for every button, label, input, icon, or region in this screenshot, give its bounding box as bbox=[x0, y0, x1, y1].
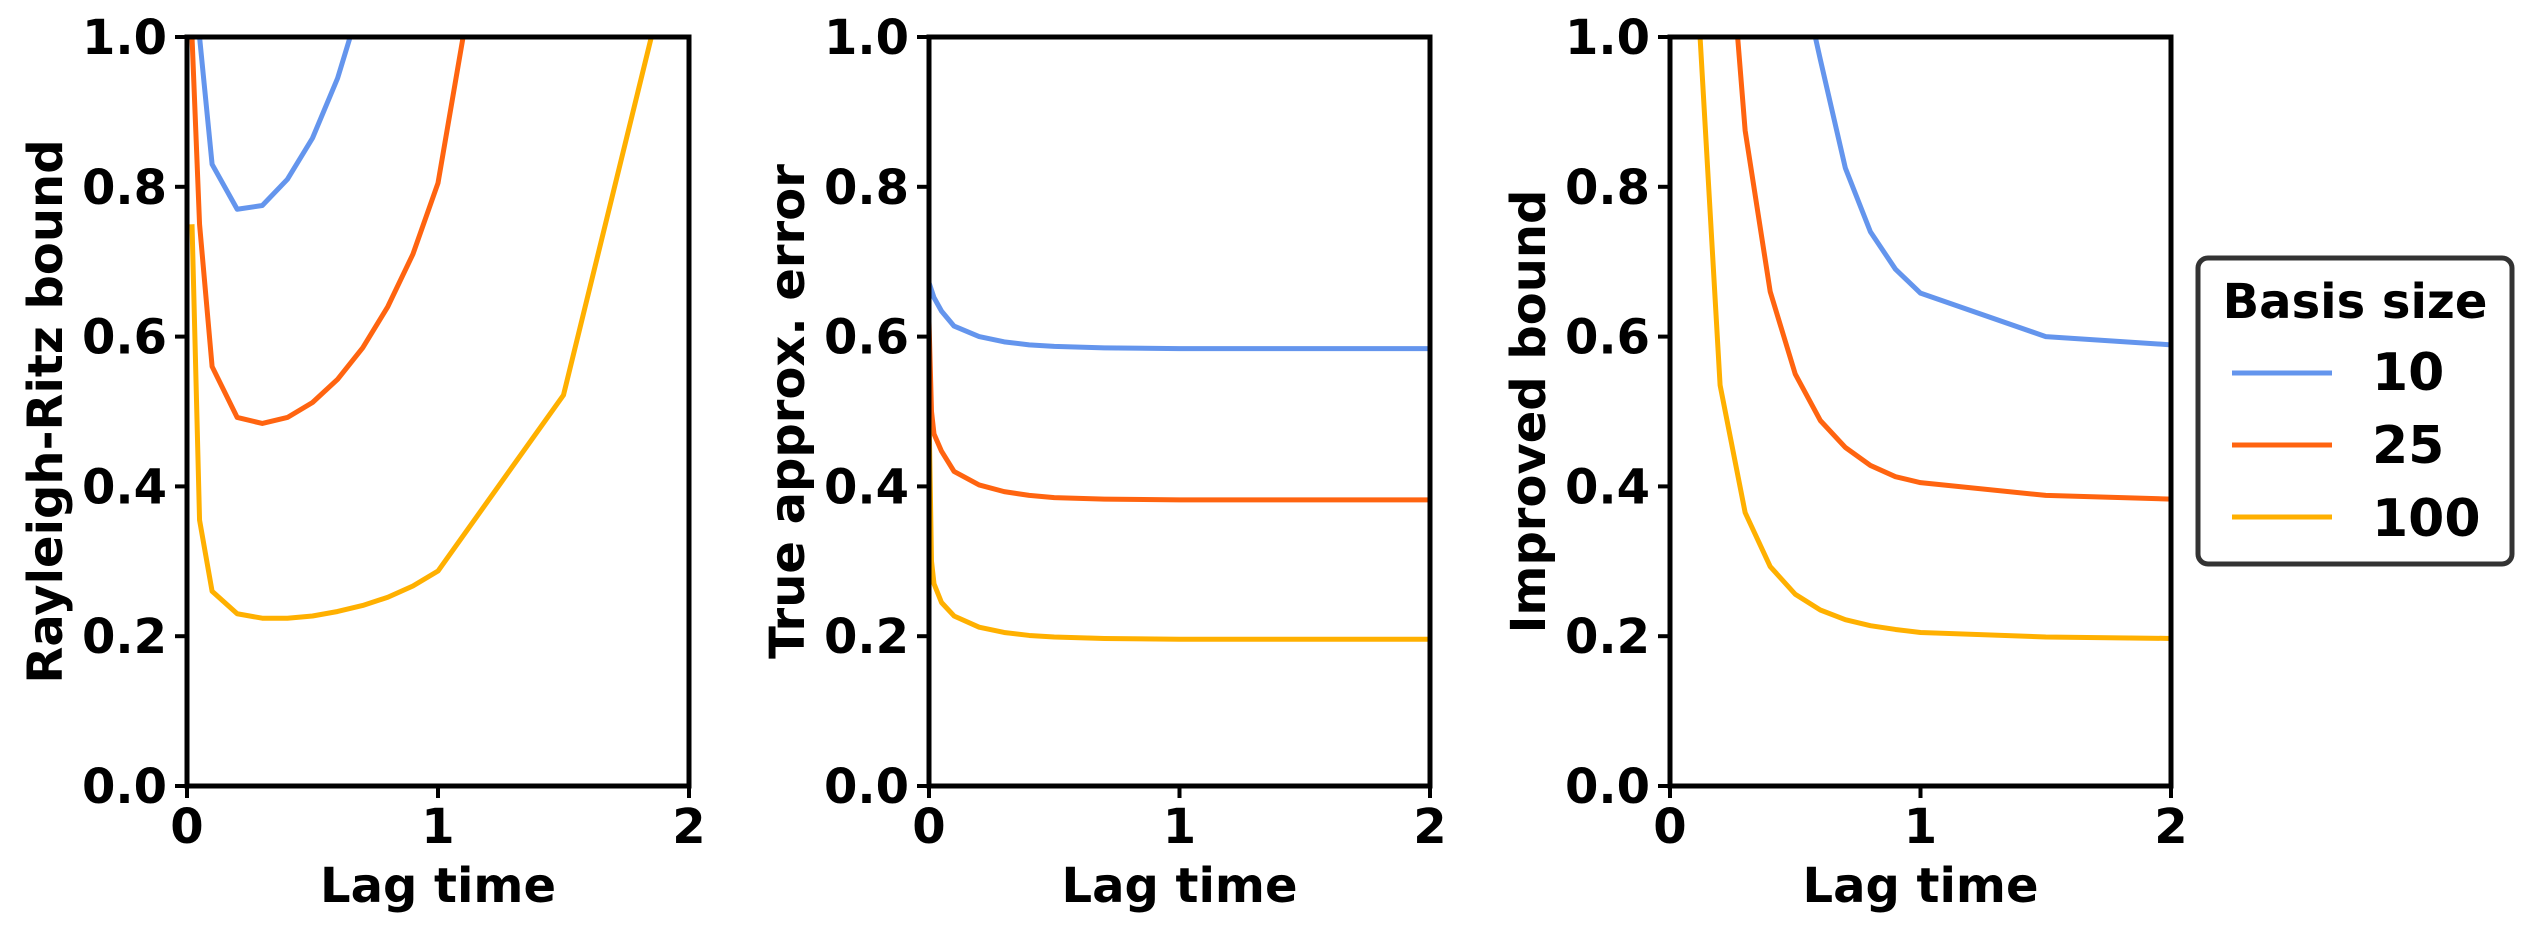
y-axis-label: Rayleigh-Ritz bound bbox=[18, 139, 74, 683]
y-tick-label: 0.6 bbox=[82, 310, 167, 366]
y-tick-label: 0.8 bbox=[82, 160, 167, 216]
y-tick-label: 0.0 bbox=[1565, 759, 1650, 815]
x-tick-label: 0 bbox=[1653, 799, 1686, 855]
x-tick-label: 2 bbox=[1413, 799, 1446, 855]
series-line-10 bbox=[1812, 37, 2171, 348]
legend-label-100: 100 bbox=[2372, 489, 2481, 549]
y-tick-label: 0.4 bbox=[82, 459, 167, 515]
series-group bbox=[1697, 37, 2171, 641]
y-tick-label: 0.2 bbox=[82, 609, 167, 665]
x-axis-label: Lag time bbox=[1802, 858, 2038, 914]
y-tick-label: 0.0 bbox=[824, 759, 909, 815]
series-line-25 bbox=[1735, 37, 2171, 502]
x-axis-label: Lag time bbox=[320, 858, 556, 914]
y-axis-label: True approx. error bbox=[760, 164, 816, 659]
x-tick-label: 0 bbox=[170, 799, 203, 855]
y-tick-label: 0.6 bbox=[824, 310, 909, 366]
legend: Basis size 10 25 100 bbox=[2195, 255, 2515, 567]
series-group bbox=[189, 37, 654, 621]
series-line-10 bbox=[929, 281, 1430, 352]
y-axis-label: Improved bound bbox=[1501, 190, 1557, 634]
legend-frame bbox=[2195, 255, 2515, 567]
x-tick-label: 1 bbox=[421, 799, 454, 855]
x-tick-label: 2 bbox=[2154, 799, 2187, 855]
x-axis-label: Lag time bbox=[1061, 858, 1297, 914]
y-tick-label: 0.2 bbox=[824, 609, 909, 665]
y-tick-label: 0.4 bbox=[824, 459, 909, 515]
plot-frame bbox=[1667, 34, 2174, 789]
y-tick-label: 0.6 bbox=[1565, 310, 1650, 366]
x-tick-label: 2 bbox=[672, 799, 705, 855]
y-tick-label: 0.4 bbox=[1565, 459, 1650, 515]
x-tick-label: 1 bbox=[1904, 799, 1937, 855]
y-tick-label: 0.8 bbox=[824, 160, 909, 216]
panel-rayleigh-ritz: 0.0 0.2 0.4 0.6 0.8 1.0 0 1 2 Lag time Rayleigh-Ri… bbox=[18, 10, 706, 914]
series-line-100 bbox=[1697, 37, 2171, 641]
legend-label-25: 25 bbox=[2372, 416, 2444, 476]
x-tick-label: 0 bbox=[912, 799, 945, 855]
series-line-100 bbox=[929, 411, 1430, 642]
plot-frame bbox=[926, 34, 1433, 789]
series-group bbox=[929, 281, 1430, 642]
y-tick-label: 0.2 bbox=[1565, 609, 1650, 665]
series-line-10 bbox=[197, 37, 353, 212]
panel-improved-bound: 0.0 0.2 0.4 0.6 0.8 1.0 0 1 2 Lag time Improved bo… bbox=[1501, 10, 2188, 914]
plot-frame bbox=[184, 34, 692, 789]
y-tick-label: 1.0 bbox=[1565, 10, 1650, 66]
panel-true-approx-error: 0.0 0.2 0.4 0.6 0.8 1.0 0 1 2 Lag time True approx… bbox=[760, 10, 1447, 914]
y-tick-label: 1.0 bbox=[82, 10, 167, 66]
legend-label-10: 10 bbox=[2372, 343, 2444, 403]
series-line-100 bbox=[189, 37, 654, 621]
y-tick-label: 1.0 bbox=[824, 10, 909, 66]
x-tick-label: 1 bbox=[1163, 799, 1196, 855]
y-tick-label: 0.8 bbox=[1565, 160, 1650, 216]
y-tick-label: 0.0 bbox=[82, 759, 167, 815]
series-line-25 bbox=[189, 37, 466, 426]
series-line-25 bbox=[929, 321, 1430, 503]
legend-title: Basis size bbox=[2223, 274, 2488, 330]
